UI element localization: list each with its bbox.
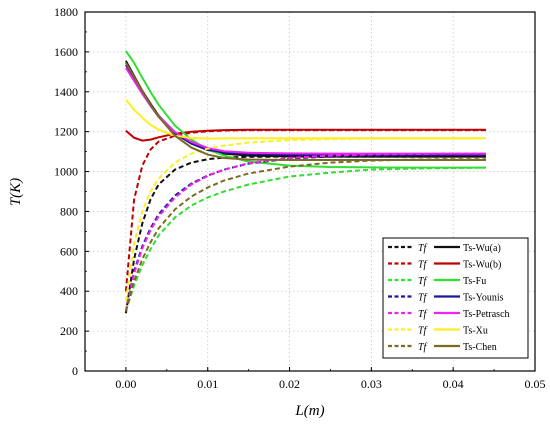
axis-ticks: 0.00 0.01 0.02 0.03 0.04 0.05 0 200 400 600 800 100…: [54, 5, 546, 391]
ts-line-fu: [125, 50, 486, 169]
legend-ts-label: Ts-Fu: [463, 276, 486, 287]
legend-ts-label: Ts-Wu(b): [463, 260, 501, 271]
x-tick-label: 0.03: [361, 377, 382, 391]
y-axis-title: T(K): [8, 178, 24, 206]
legend: Tf Ts-Wu(a) Tf Ts-Wu(b) Tf Ts-Fu Tf Ts-Younis Tf…: [382, 237, 529, 359]
y-tick-label: 1600: [54, 45, 78, 59]
ts-line-wu-b: [125, 128, 486, 142]
y-tick-label: 1200: [54, 125, 78, 139]
legend-ts-label: Ts-Chen: [463, 342, 497, 353]
legend-tf-label: Tf: [418, 309, 428, 320]
tf-line-chen: [124, 158, 486, 312]
legend-ts-label: Ts-Xu: [463, 326, 488, 337]
y-tick-label: 200: [60, 324, 78, 338]
x-tick-label: 0.04: [443, 377, 464, 391]
legend-tf-label: Tf: [418, 326, 428, 337]
series-lines: [124, 50, 486, 314]
legend-tf-label: Tf: [418, 342, 428, 353]
y-tick-label: 0: [72, 364, 78, 378]
y-tick-label: 400: [60, 284, 78, 298]
x-tick-label: 0.00: [115, 377, 136, 391]
legend-tf-label: Tf: [418, 260, 428, 271]
y-tick-label: 600: [60, 244, 78, 258]
x-tick-label: 0.02: [279, 377, 300, 391]
legend-box: [382, 237, 529, 359]
x-axis-title: L(m): [294, 403, 324, 419]
y-tick-label: 1000: [54, 165, 78, 179]
legend-ts-label: Ts-Petrasch: [463, 309, 510, 320]
y-tick-label: 1400: [54, 85, 78, 99]
tf-line-petrasch: [124, 152, 486, 312]
ts-line-petrasch: [125, 67, 486, 155]
tf-line-fu: [124, 166, 486, 312]
legend-ts-label: Ts-Younis: [463, 293, 504, 304]
legend-tf-label: Tf: [418, 243, 428, 254]
legend-tf-label: Tf: [418, 276, 428, 287]
ts-line-younis: [125, 64, 486, 156]
legend-ts-label: Ts-Wu(a): [463, 243, 501, 254]
y-tick-label: 1800: [54, 5, 78, 19]
ts-line-xu: [125, 99, 486, 140]
x-tick-label: 0.01: [197, 377, 218, 391]
y-tick-label: 800: [60, 204, 78, 218]
x-tick-label: 0.05: [525, 377, 546, 391]
ts-line-chen: [125, 62, 486, 161]
ts-line-wu-a: [125, 60, 486, 158]
legend-tf-label: Tf: [418, 293, 428, 304]
